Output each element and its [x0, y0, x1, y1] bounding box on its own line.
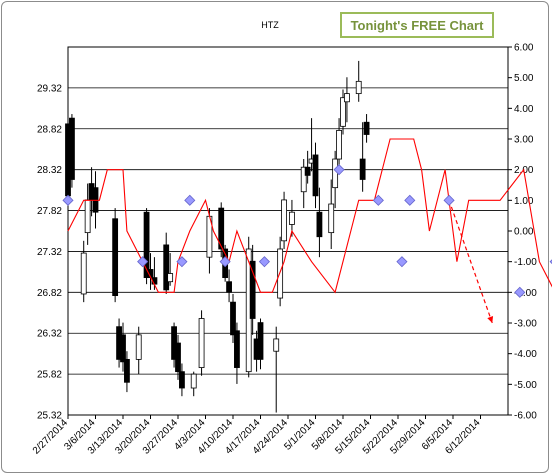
projection-arrowhead: [487, 316, 494, 323]
candle-body: [80, 252, 87, 295]
left-tick-label: 25.32: [37, 411, 62, 422]
signal-marker: [62, 194, 74, 206]
signal-marker: [184, 194, 196, 206]
candle-body: [69, 117, 75, 180]
left-tick-label: 25.82: [37, 370, 62, 381]
candle-body: [143, 211, 150, 279]
candle-body: [179, 371, 185, 389]
candle-body: [112, 218, 119, 297]
chart-title: HTZ: [261, 20, 279, 30]
signal-marker: [443, 194, 455, 206]
left-tick-label: 28.32: [37, 165, 62, 176]
candle-body: [257, 322, 264, 360]
left-tick-label: 27.82: [37, 206, 62, 217]
candle-body: [359, 158, 366, 180]
right-tick-label: -6.00: [514, 411, 537, 422]
candle-body: [277, 248, 284, 299]
candle-body: [198, 318, 205, 368]
candle-body: [300, 166, 307, 193]
left-tick-label: 26.82: [37, 288, 62, 299]
right-tick-label: -3.00: [514, 319, 537, 330]
candle-body: [226, 281, 232, 293]
candle-body: [332, 158, 339, 189]
signal-marker: [137, 256, 149, 268]
left-tick-label: 26.32: [37, 329, 62, 340]
signal-marker: [219, 256, 231, 268]
candle-body: [355, 80, 362, 95]
candle-body: [328, 203, 335, 234]
right-tick-label: 6.00: [514, 43, 534, 54]
free-chart-badge: Tonight's FREE Chart: [340, 12, 494, 38]
right-tick-label: 4.00: [514, 104, 534, 115]
candle-body: [230, 301, 236, 336]
right-tick-label: 0.00: [514, 227, 534, 238]
candle-body: [135, 334, 142, 360]
candle-body: [218, 207, 225, 250]
x-tick-label: 2/27/2014: [31, 417, 71, 457]
signal-marker: [176, 256, 188, 268]
right-tick-label: 5.00: [514, 73, 534, 84]
candle-body: [340, 97, 346, 127]
candle-body: [124, 358, 130, 383]
right-tick-label: -2.00: [514, 288, 537, 299]
left-tick-label: 27.32: [37, 247, 62, 258]
right-tick-label: -1.00: [514, 257, 537, 268]
signal-marker: [372, 194, 384, 206]
candle-body: [234, 330, 240, 368]
right-tick-label: -5.00: [514, 380, 537, 391]
candle-body: [175, 342, 181, 373]
candle-body: [316, 211, 323, 238]
candle-body: [120, 334, 126, 363]
candle-body: [281, 199, 287, 242]
signal-marker: [514, 286, 526, 298]
left-tick-label: 28.82: [37, 124, 62, 135]
projection-arrow: [448, 200, 493, 324]
signal-marker: [258, 256, 270, 268]
candle-body: [84, 199, 91, 234]
signal-marker: [333, 164, 345, 176]
plot-area: [67, 46, 509, 416]
right-tick-label: 3.00: [514, 135, 534, 146]
signal-marker: [404, 194, 416, 206]
candle-body: [249, 260, 256, 319]
candle-body: [312, 154, 319, 197]
candle-body: [163, 244, 170, 291]
candle-body: [336, 130, 342, 160]
candle-body: [190, 373, 197, 389]
candle-body: [273, 338, 280, 352]
candle-body: [363, 121, 370, 135]
candle-body: [344, 93, 350, 103]
signal-line: [67, 138, 552, 294]
candle-body: [167, 273, 174, 283]
right-tick-label: -4.00: [514, 349, 537, 360]
signal-marker: [396, 256, 408, 268]
left-tick-label: 29.32: [37, 83, 62, 94]
right-tick-label: 1.00: [514, 196, 534, 207]
candle-body: [304, 166, 311, 176]
candle-body: [289, 211, 295, 225]
